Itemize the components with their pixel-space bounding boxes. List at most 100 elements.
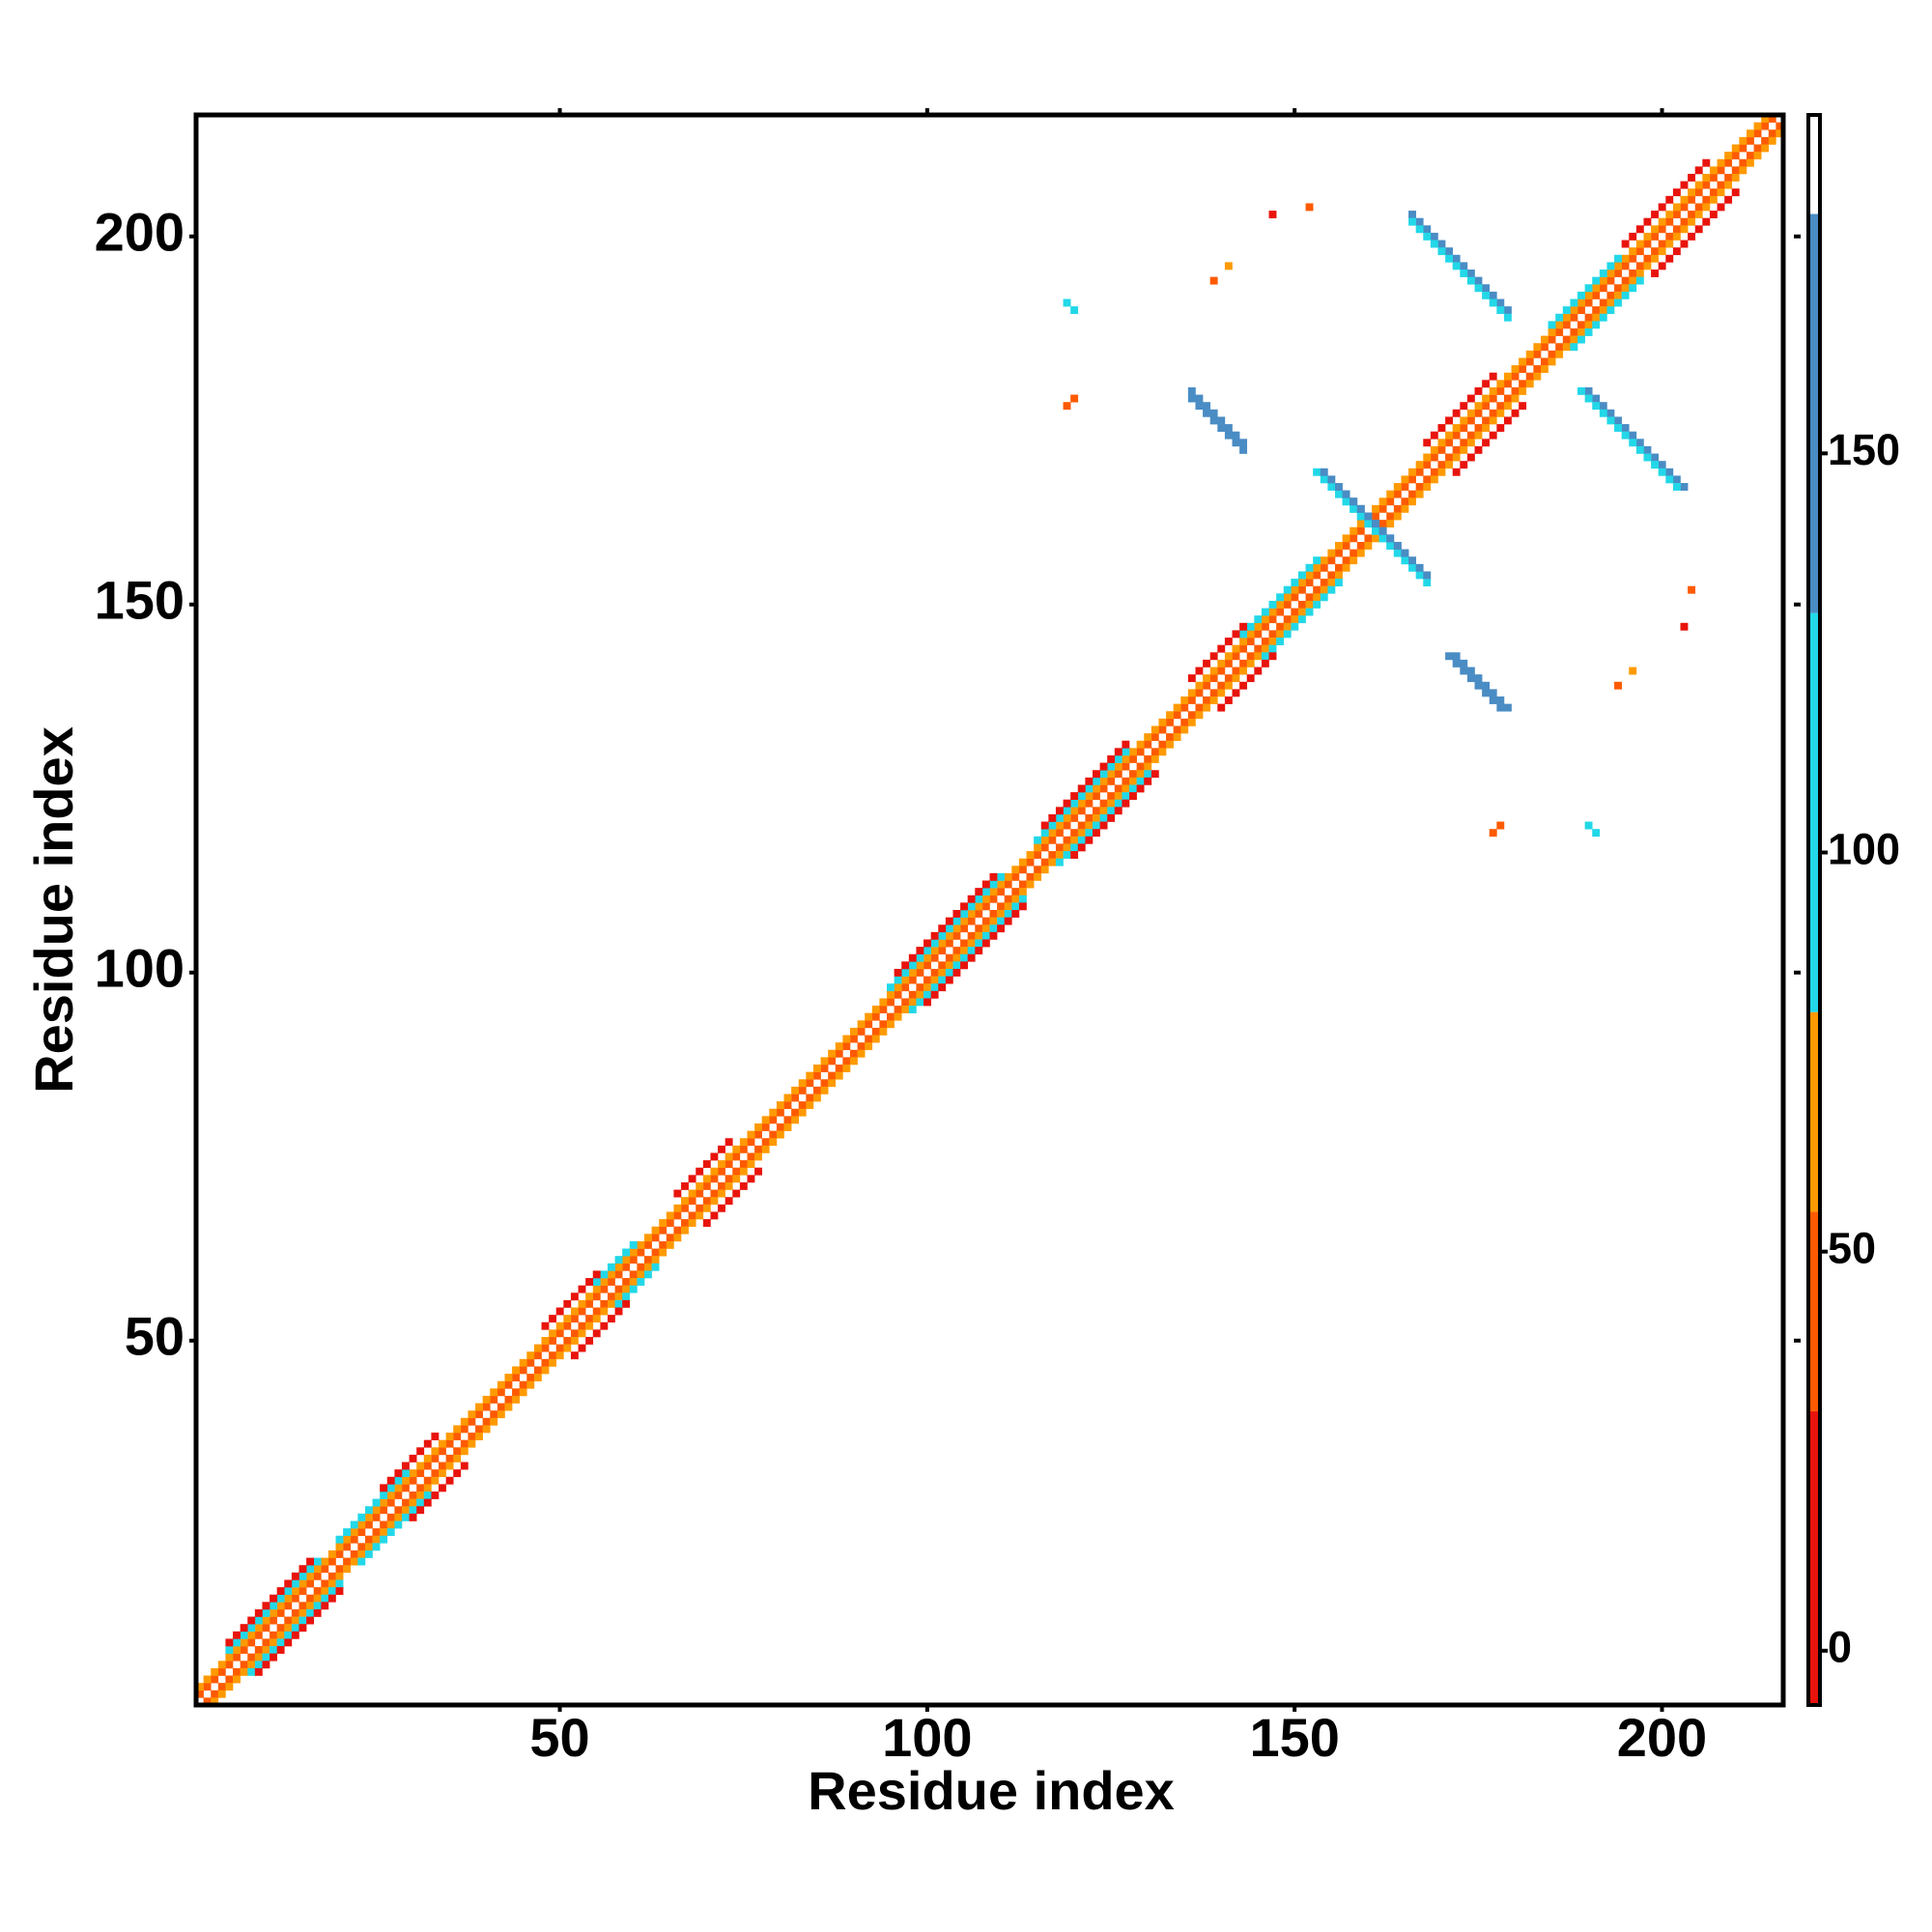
cell (1026, 858, 1035, 867)
cell (585, 1336, 594, 1345)
cell (585, 1293, 594, 1301)
cell (276, 1646, 285, 1654)
cell (1621, 424, 1630, 432)
cell (468, 1433, 476, 1440)
cell (1533, 365, 1542, 374)
cell (600, 1270, 609, 1279)
cell (1614, 254, 1622, 263)
cell (681, 1197, 689, 1206)
cell (1268, 630, 1277, 639)
cell (747, 1138, 755, 1147)
cell (857, 1027, 866, 1036)
cell (747, 1175, 755, 1183)
cell (321, 1565, 329, 1574)
cell (570, 1329, 579, 1338)
cell (1372, 526, 1379, 535)
cell (1224, 424, 1233, 432)
cell (857, 1020, 866, 1029)
cell (313, 1572, 322, 1580)
cell (622, 1263, 631, 1271)
cell (1460, 416, 1468, 425)
cell (739, 1145, 748, 1153)
cell (1709, 188, 1718, 197)
cell (681, 1226, 689, 1235)
cell (967, 931, 976, 940)
cell (541, 1358, 550, 1367)
cell (1562, 335, 1571, 344)
cell (1629, 276, 1637, 285)
cell (592, 1293, 601, 1301)
cell (1203, 402, 1210, 411)
cell (431, 1469, 440, 1478)
cell (600, 1321, 609, 1330)
cell (718, 1204, 725, 1212)
cell (1246, 659, 1255, 668)
cell (1548, 350, 1556, 358)
cell (975, 947, 983, 955)
cell (1629, 247, 1637, 256)
cell (1599, 409, 1607, 417)
cell (1533, 343, 1542, 352)
cell (975, 902, 983, 911)
cell (1129, 777, 1137, 785)
cell (570, 1315, 579, 1323)
cell (923, 976, 931, 984)
cell (1239, 659, 1248, 668)
cell (975, 910, 983, 918)
cell (1224, 638, 1233, 645)
cell (211, 1697, 219, 1706)
cell (629, 1285, 638, 1293)
cell (1011, 888, 1020, 896)
cell (1378, 534, 1387, 543)
cell (1122, 777, 1130, 785)
cell (820, 1079, 829, 1088)
cell (761, 1122, 770, 1131)
cell (1122, 740, 1130, 749)
cell (798, 1108, 807, 1117)
cell (1680, 181, 1689, 189)
cell (1372, 534, 1379, 543)
cell (938, 924, 947, 933)
cell (1129, 748, 1137, 756)
cell (1739, 166, 1747, 175)
cell (1688, 195, 1696, 204)
cell (952, 947, 961, 955)
cell (1635, 439, 1644, 447)
cell (1261, 638, 1269, 645)
cell (1401, 504, 1409, 513)
cell (1702, 203, 1711, 212)
cell (1291, 615, 1299, 624)
cell (1040, 866, 1049, 874)
cell (989, 895, 998, 903)
cell (380, 1484, 388, 1492)
cell (1099, 799, 1108, 808)
cell (1474, 424, 1483, 432)
cell (761, 1116, 770, 1124)
cell (1320, 563, 1328, 572)
cell (298, 1616, 307, 1625)
cell (952, 910, 961, 918)
cell (1114, 748, 1122, 756)
cell (1224, 262, 1233, 270)
cell (1496, 703, 1505, 712)
cell (497, 1380, 505, 1389)
cell (1776, 122, 1784, 130)
cell (666, 1219, 674, 1227)
cell (1122, 762, 1130, 771)
cell (820, 1065, 829, 1072)
cell (364, 1543, 373, 1551)
cell (1401, 556, 1409, 565)
cell (849, 1057, 858, 1065)
cell (1092, 807, 1100, 815)
cell (284, 1579, 293, 1588)
cell (681, 1219, 689, 1227)
cell (262, 1624, 270, 1633)
cell (1055, 807, 1064, 815)
cell (783, 1101, 792, 1110)
cell (1503, 306, 1512, 315)
cell (1423, 453, 1432, 462)
cell (1372, 512, 1379, 521)
cell (1297, 615, 1306, 624)
cell (1077, 829, 1086, 838)
cell (1599, 313, 1607, 322)
